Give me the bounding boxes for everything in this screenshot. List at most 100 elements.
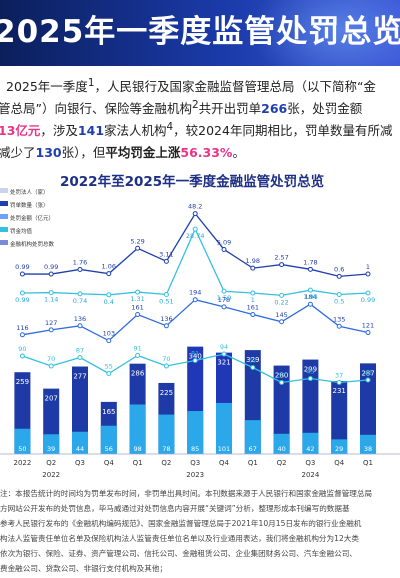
series-penalty-line-label: 127 — [45, 319, 57, 327]
legend-swatch — [0, 214, 8, 219]
bar-entities — [360, 363, 376, 454]
series-top-line-point — [77, 266, 83, 272]
series-top-line-label: 1.98 — [246, 257, 260, 265]
series-top-line-point — [163, 258, 169, 264]
series-penalty-line-point — [19, 332, 25, 338]
intro-paragraph: 2025年一季度1，人民银行及国家金融监督管理总局（以下简称“金 管总局”）向银… — [0, 72, 400, 164]
bar-entities — [273, 365, 290, 454]
series-bottom-line-point — [365, 290, 371, 296]
series-avg-line-label: 70 — [162, 355, 170, 363]
bar-value-label: 67 — [249, 445, 257, 453]
bar-entities — [302, 359, 319, 454]
footnotes: 注：本报告统计的时间均为罚单发布时间，非罚单出具时间。本刊数据来源于人民银行和国… — [0, 486, 400, 578]
x-tick-label: Q4 — [104, 459, 115, 467]
series-bottom-line-point — [336, 292, 342, 297]
intro-text: 2025年一季度 — [6, 79, 88, 94]
series-penalty-line-label: 194 — [189, 289, 201, 297]
bar-tickets — [14, 428, 31, 454]
series-penalty-line-label: 161 — [247, 304, 259, 312]
series-penalty-line-label: 178 — [218, 296, 230, 304]
series-penalty-line-point — [279, 319, 285, 325]
bar-value-label: 259 — [16, 378, 29, 386]
x-tick-label: Q4 — [219, 459, 230, 467]
bar-value-label: 29 — [335, 445, 343, 453]
legend-label: 罚金均值 — [10, 227, 33, 235]
intro-text: ，较2024年同期相比，罚单数量有所减 — [173, 123, 393, 138]
institution-count: 141 — [77, 123, 105, 138]
series-avg-line-point — [279, 380, 285, 385]
series-top-line-point — [48, 271, 54, 277]
fine-amount: 13亿元 — [0, 123, 41, 138]
legend-label: 处罚金额（亿元） — [10, 214, 54, 222]
series-penalty-line-label: 121 — [362, 322, 374, 330]
bar-value-label: 38 — [364, 445, 372, 453]
legend-swatch — [0, 201, 8, 206]
series-top-line-point — [250, 265, 256, 271]
bar-tickets — [158, 414, 175, 454]
bar-value-label: 286 — [131, 370, 145, 378]
series-penalty-line-label: 161 — [131, 304, 143, 312]
series-avg-line-label: 81 — [191, 350, 199, 358]
bar-value-label: 78 — [162, 445, 170, 453]
banner-glow — [250, 0, 400, 66]
series-penalty-line-label: 136 — [160, 315, 172, 323]
series-avg-line-point — [19, 353, 25, 359]
x-tick-label: Q1 — [248, 459, 258, 467]
series-penalty-line-label: 135 — [333, 315, 345, 323]
chart-panel: 2022年至2025年一季度金融监管处罚总览 处罚法人（家） 罚单数量（张） 处罚金… — [0, 164, 400, 484]
series-penalty-line-point — [307, 301, 313, 307]
series-top-line-point — [192, 211, 198, 217]
intro-line-1: 2025年一季度1，人民银行及国家金融监督管理总局（以下简称“金 — [6, 76, 376, 95]
note-line: 费金融公司、贷款公司、非银行支付机构及其他； — [0, 564, 168, 573]
series-bottom-line-point — [48, 290, 54, 296]
series-bottom-line-point — [250, 290, 256, 296]
bar-tickets — [216, 402, 232, 454]
series-penalty-line-point — [163, 323, 169, 329]
bar-tickets — [100, 425, 117, 454]
intro-text: 张，处罚金额 — [287, 101, 363, 116]
series-top-line-label: 0.6 — [334, 265, 344, 273]
series-top-line-label: 3.11 — [159, 250, 173, 258]
series-avg-line-point — [365, 377, 371, 383]
series-penalty-line-point — [192, 297, 198, 303]
x-tick-label: Q2 — [161, 459, 171, 467]
intro-text: ，涉及 — [40, 123, 78, 138]
series-avg-line-label: 70 — [47, 355, 55, 363]
legend-label: 罚单数量（张） — [10, 201, 49, 209]
bar-value-label: 340 — [189, 353, 202, 361]
series-penalty-line-point — [250, 312, 256, 318]
series-top-line-point — [365, 271, 371, 277]
series-bottom-line-label: 0.5 — [334, 298, 344, 306]
series-bottom-line-label: 1.59 — [217, 294, 231, 302]
x-tick-label: Q3 — [75, 459, 85, 467]
series-avg-line-point — [192, 358, 198, 363]
series-avg-line-point — [250, 365, 256, 370]
series-penalty-line-point — [135, 312, 141, 318]
series-bottom-line-point — [279, 292, 285, 298]
series-top-line-label: 5.09 — [217, 238, 231, 246]
bar-value-label: 207 — [45, 395, 58, 403]
series-avg-line-point — [106, 371, 112, 376]
series-bottom-line-point — [163, 291, 169, 297]
series-penalty-line-point — [221, 304, 227, 310]
series-avg-line-label: 94 — [220, 343, 228, 351]
bar-value-label: 321 — [217, 359, 230, 367]
bar-tickets — [244, 420, 261, 454]
intro-text: 平均罚金上涨 — [105, 145, 181, 160]
legend-swatch — [0, 188, 8, 193]
series-top-line-point — [279, 262, 285, 268]
series-bottom-line-label: 0.22 — [274, 298, 288, 306]
series-avg-line-label: 67 — [249, 357, 257, 365]
avg-fine-increase: 56.33% — [180, 145, 233, 160]
series-bottom-line-label: 0.99 — [15, 296, 29, 304]
bar-value-label: 39 — [47, 445, 55, 453]
x-tick-label: Q1 — [133, 459, 143, 467]
series-top-line-point — [135, 245, 141, 251]
bar-value-label: 277 — [73, 373, 86, 381]
footnote-ref: 4 — [166, 120, 174, 133]
series-top-line — [22, 212, 369, 278]
series-top-line-label: 0.99 — [15, 263, 29, 271]
series-top-line-label: 1.76 — [73, 258, 87, 266]
x-tick-label: Q4 — [334, 459, 345, 467]
